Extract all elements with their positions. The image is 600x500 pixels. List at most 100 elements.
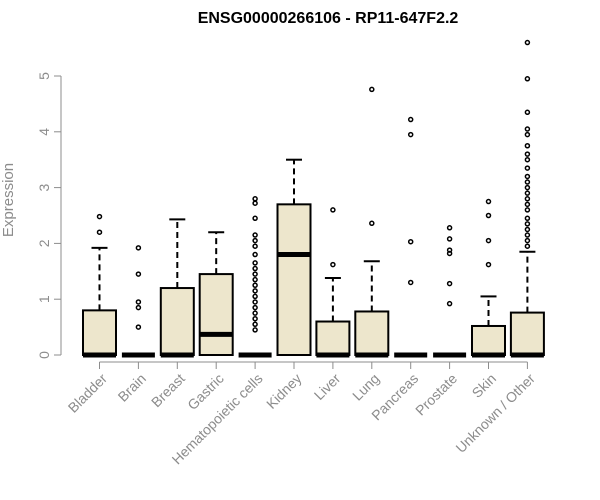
box-series <box>82 39 545 358</box>
outlier-point <box>96 213 103 220</box>
box-group <box>198 231 234 356</box>
outlier-point <box>524 131 531 138</box>
outlier-point <box>446 225 453 231</box>
box-iqr <box>159 287 195 357</box>
outlier-point <box>252 271 258 277</box>
outlier-point <box>252 276 258 283</box>
outlier-point <box>524 215 531 222</box>
box-iqr <box>276 203 312 356</box>
outlier-point <box>524 76 531 82</box>
box-group <box>433 225 467 358</box>
x-tick-label: Lung <box>349 370 382 403</box>
x-tick-label: Skin <box>469 370 500 401</box>
outlier-point <box>252 315 258 322</box>
chart-title: ENSG00000266106 - RP11-647F2.2 <box>198 10 459 27</box>
outlier-point <box>524 184 531 191</box>
outlier-point <box>369 220 375 227</box>
x-tick-label: Bladder <box>65 370 111 416</box>
outlier-point <box>252 200 258 206</box>
x-tick-label: Liver <box>311 370 344 403</box>
outlier-point <box>485 198 492 205</box>
outlier-point <box>252 251 258 258</box>
outlier-point <box>524 179 531 185</box>
outlier-point <box>524 109 531 116</box>
outlier-point <box>524 126 531 132</box>
outlier-point <box>524 165 531 171</box>
outlier-point <box>524 196 531 202</box>
box-group <box>315 207 351 358</box>
outlier-point <box>135 245 142 251</box>
outlier-point <box>485 237 492 244</box>
outlier-point <box>446 247 453 253</box>
box-iqr <box>471 324 506 357</box>
box-group <box>159 218 195 358</box>
outlier-point <box>252 293 258 300</box>
x-tick-label: Breast <box>148 370 188 410</box>
box-group <box>509 39 545 358</box>
x-tick-label: Prostate <box>412 370 460 418</box>
outlier-point <box>407 238 414 245</box>
outlier-point <box>407 131 414 138</box>
outlier-point <box>485 261 492 268</box>
outlier-point <box>524 243 531 249</box>
outlier-point <box>135 304 142 311</box>
outlier-point <box>524 232 531 238</box>
x-tick-label: Kidney <box>263 370 305 412</box>
outlier-point <box>524 221 531 227</box>
box-group <box>354 86 390 358</box>
outlier-point <box>330 207 336 213</box>
outlier-point <box>252 215 258 222</box>
outlier-point <box>524 207 531 213</box>
box-iqr <box>354 310 390 357</box>
outlier-point <box>446 236 453 242</box>
outlier-point <box>524 226 531 233</box>
outlier-point <box>446 280 453 287</box>
outlier-point <box>252 288 258 294</box>
outlier-point <box>135 324 142 330</box>
outlier-point <box>252 232 258 238</box>
outlier-point <box>330 261 336 268</box>
y-tick-label: 0 <box>36 351 52 359</box>
y-axis: 0 1 2 3 4 5 <box>36 72 62 359</box>
outlier-point <box>252 310 258 316</box>
box-group <box>238 196 272 358</box>
box-iqr <box>82 309 117 356</box>
outlier-point <box>524 156 531 163</box>
outlier-point <box>96 229 103 235</box>
box-group <box>82 213 117 358</box>
outlier-point <box>252 243 258 249</box>
outlier-point <box>252 260 258 266</box>
outlier-point <box>252 282 258 288</box>
y-tick-label: 4 <box>36 128 52 136</box>
box-iqr <box>198 273 234 356</box>
outlier-point <box>369 86 375 93</box>
outlier-point <box>252 304 258 311</box>
box-group <box>121 245 155 358</box>
box-group <box>471 198 506 358</box>
y-tick-label: 2 <box>36 239 52 247</box>
outlier-point <box>252 237 258 244</box>
outlier-point <box>524 237 531 244</box>
outlier-point <box>252 265 258 272</box>
outlier-point <box>252 196 258 202</box>
x-tick-label: Brain <box>115 370 149 404</box>
outlier-point <box>135 271 142 277</box>
outlier-point <box>407 279 414 286</box>
outlier-point <box>252 327 258 333</box>
outlier-point <box>485 212 492 219</box>
outlier-point <box>135 299 142 305</box>
box-iqr <box>509 311 545 357</box>
outlier-point <box>407 116 414 123</box>
outlier-point <box>252 321 258 328</box>
outlier-point <box>252 299 258 305</box>
y-tick-label: 3 <box>36 183 52 191</box>
outlier-point <box>446 300 453 307</box>
y-tick-label: 1 <box>36 295 52 303</box>
y-tick-label: 5 <box>36 72 52 80</box>
box-group <box>276 158 312 356</box>
outlier-point <box>524 190 531 196</box>
y-axis-label: Expression <box>0 163 17 237</box>
box-iqr <box>315 320 351 356</box>
